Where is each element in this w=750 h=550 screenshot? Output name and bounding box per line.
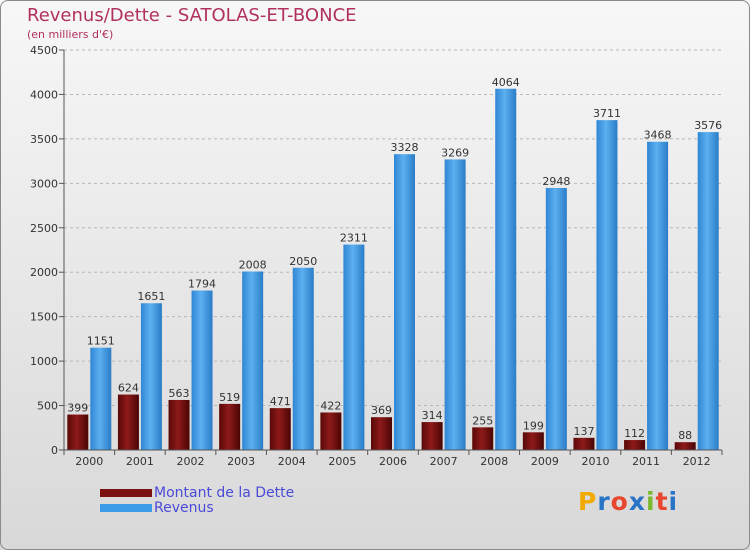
logo-letter: i xyxy=(646,487,656,516)
bar-revenue xyxy=(697,132,719,450)
data-label-revenue: 2008 xyxy=(239,259,267,272)
logo-letter: x xyxy=(628,487,646,516)
x-tick-label: 2002 xyxy=(177,455,205,468)
logo-letter: o xyxy=(610,487,629,516)
y-tick-label: 4500 xyxy=(30,44,58,57)
logo-letter: r xyxy=(597,487,611,516)
bar-revenue xyxy=(242,271,264,450)
y-tick-label: 3500 xyxy=(30,133,58,146)
data-label-revenue: 2948 xyxy=(542,175,570,188)
x-tick-label: 2005 xyxy=(328,455,356,468)
data-label-debt: 624 xyxy=(118,382,139,395)
data-label-revenue: 3269 xyxy=(441,146,469,159)
x-tick-label: 2001 xyxy=(126,455,154,468)
y-tick-label: 2000 xyxy=(30,266,58,279)
data-label-debt: 399 xyxy=(67,402,88,415)
grid-layer xyxy=(64,49,722,407)
bar-revenue xyxy=(292,267,314,450)
bar-debt xyxy=(371,417,392,450)
bar-debt xyxy=(117,394,139,450)
data-label-revenue: 3468 xyxy=(644,129,672,142)
data-label-debt: 137 xyxy=(573,425,594,438)
x-tick-label: 2011 xyxy=(632,455,660,468)
x-tick-label: 2010 xyxy=(581,455,609,468)
chart-subtitle: (en milliers d'€) xyxy=(27,28,114,41)
bar-revenue xyxy=(647,141,669,450)
bar-revenue xyxy=(545,187,567,450)
y-tick-label: 500 xyxy=(37,400,58,413)
x-tick-label: 2007 xyxy=(430,455,458,468)
logo-letter: t xyxy=(655,487,669,516)
bar-debt xyxy=(320,412,342,450)
bar-debt xyxy=(67,414,89,450)
y-tick-label: 4000 xyxy=(30,88,58,101)
bar-revenue xyxy=(394,154,415,450)
bar-revenue xyxy=(495,88,517,450)
x-tick-label: 2012 xyxy=(683,455,711,468)
bar-revenue xyxy=(90,347,112,450)
y-tick-label: 0 xyxy=(51,444,58,457)
data-label-debt: 199 xyxy=(523,419,544,432)
bar-debt xyxy=(269,408,291,450)
data-label-revenue: 2311 xyxy=(340,232,368,245)
logo-letter: P xyxy=(578,487,598,516)
y-tick-label: 1500 xyxy=(30,311,58,324)
bar-revenue xyxy=(596,120,618,450)
data-label-revenue: 1794 xyxy=(188,278,216,291)
y-tick-label: 2500 xyxy=(30,222,58,235)
data-label-revenue: 3711 xyxy=(593,107,621,120)
bar-debt xyxy=(472,427,494,450)
bar-debt xyxy=(624,440,646,450)
bar-debt xyxy=(573,437,595,450)
x-tick-label: 2003 xyxy=(227,455,255,468)
legend-label-revenue: Revenus xyxy=(154,500,214,516)
data-label-revenue: 2050 xyxy=(289,255,317,268)
x-tick-label: 2009 xyxy=(531,455,559,468)
bar-revenue xyxy=(140,303,162,450)
bars-layer xyxy=(67,88,719,450)
bar-debt xyxy=(421,422,443,450)
labels-layer: 399 1151 624 1651 563 1794 519 2008 471 2050 422 23… xyxy=(67,76,722,442)
data-label-revenue: 3328 xyxy=(391,141,419,154)
legend-swatch-debt xyxy=(100,489,152,497)
legend-swatch-revenue xyxy=(100,504,152,512)
data-label-debt: 112 xyxy=(624,427,645,440)
bar-debt xyxy=(674,442,696,450)
data-label-debt: 471 xyxy=(270,395,291,408)
data-label-debt: 88 xyxy=(678,429,692,442)
data-label-debt: 422 xyxy=(320,399,341,412)
x-tick-label: 2000 xyxy=(75,455,103,468)
bar-revenue xyxy=(343,244,365,450)
bar-revenue xyxy=(444,159,466,450)
chart-title: Revenus/Dette - SATOLAS-ET-BONCE xyxy=(27,5,357,26)
logo-letter: i xyxy=(668,487,679,516)
legend-label-debt: Montant de la Dette xyxy=(154,485,295,501)
bar-debt xyxy=(522,432,544,450)
y-tick-label: 1000 xyxy=(30,355,58,368)
data-label-debt: 314 xyxy=(422,409,443,422)
x-tick-label: 2004 xyxy=(278,455,306,468)
data-label-revenue: 1651 xyxy=(137,290,165,303)
bar-debt xyxy=(219,403,241,450)
x-tick-label: 2008 xyxy=(480,455,508,468)
data-label-revenue: 1151 xyxy=(87,335,115,348)
data-label-debt: 563 xyxy=(169,387,190,400)
data-label-debt: 255 xyxy=(472,414,493,427)
x-tick-label: 2006 xyxy=(379,455,407,468)
data-label-debt: 519 xyxy=(219,391,240,404)
bar-debt xyxy=(168,399,190,450)
axis-layer: 0 500 1000 1500 2000 2500 3000 3500 4000 4500 2000… xyxy=(30,44,723,468)
data-label-revenue: 4064 xyxy=(492,76,520,89)
proxiti-logo: Proxiti xyxy=(578,487,678,516)
y-tick-label: 3000 xyxy=(30,177,58,190)
bar-revenue xyxy=(191,290,213,450)
data-label-revenue: 3576 xyxy=(694,119,722,132)
data-label-debt: 369 xyxy=(371,404,392,417)
